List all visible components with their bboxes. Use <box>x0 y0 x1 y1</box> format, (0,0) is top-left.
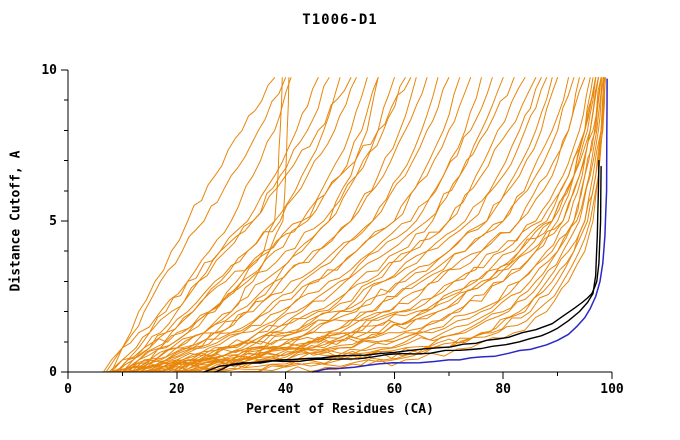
model-curve <box>170 77 586 373</box>
model-curve <box>116 77 599 373</box>
model-curve <box>138 77 395 373</box>
model-curve <box>203 159 600 373</box>
model-curve <box>198 77 591 373</box>
model-curve <box>127 77 341 373</box>
model-curve <box>132 77 472 373</box>
model-curve <box>121 77 319 373</box>
model-curve <box>121 77 283 373</box>
y-tick-label: 0 <box>49 365 57 380</box>
model-curve <box>100 77 597 373</box>
model-curve <box>165 77 504 373</box>
model-curve <box>121 77 428 373</box>
x-tick-label: 0 <box>64 382 72 397</box>
model-curve <box>181 77 553 373</box>
model-curve <box>154 77 461 373</box>
model-curve <box>257 77 605 373</box>
model-curve <box>312 78 608 373</box>
model-curve <box>138 77 493 373</box>
model-curve <box>143 77 417 373</box>
model-curve <box>132 77 599 373</box>
model-curve <box>111 77 330 373</box>
model-curve <box>116 77 292 373</box>
model-curve <box>170 77 526 373</box>
model-curve <box>105 77 594 373</box>
model-curve <box>132 77 290 373</box>
model-curve <box>149 77 439 373</box>
model-curve <box>165 77 575 373</box>
model-curve <box>105 77 287 373</box>
model-curve <box>102 77 352 373</box>
model-curve <box>312 77 606 373</box>
chart-title: T1006-D1 <box>302 12 378 28</box>
model-curve <box>154 77 548 373</box>
model-curve <box>111 77 406 373</box>
y-tick-label: 10 <box>41 63 57 78</box>
model-curve <box>111 77 276 373</box>
x-tick-label: 20 <box>169 382 185 397</box>
model-curve <box>116 77 357 373</box>
x-tick-label: 40 <box>278 382 294 397</box>
model-curve <box>214 165 602 373</box>
model-curve <box>143 77 515 373</box>
model-curve <box>143 77 379 373</box>
x-axis-label: Percent of Residues (CA) <box>246 402 434 417</box>
model-curve <box>187 77 569 373</box>
x-tick-label: 80 <box>495 382 511 397</box>
model-curve <box>230 77 605 373</box>
x-tick-label: 60 <box>387 382 403 397</box>
model-curve <box>127 77 450 373</box>
y-tick-label: 5 <box>49 214 57 229</box>
x-tick-label: 100 <box>600 382 624 397</box>
model-curve <box>108 77 412 373</box>
